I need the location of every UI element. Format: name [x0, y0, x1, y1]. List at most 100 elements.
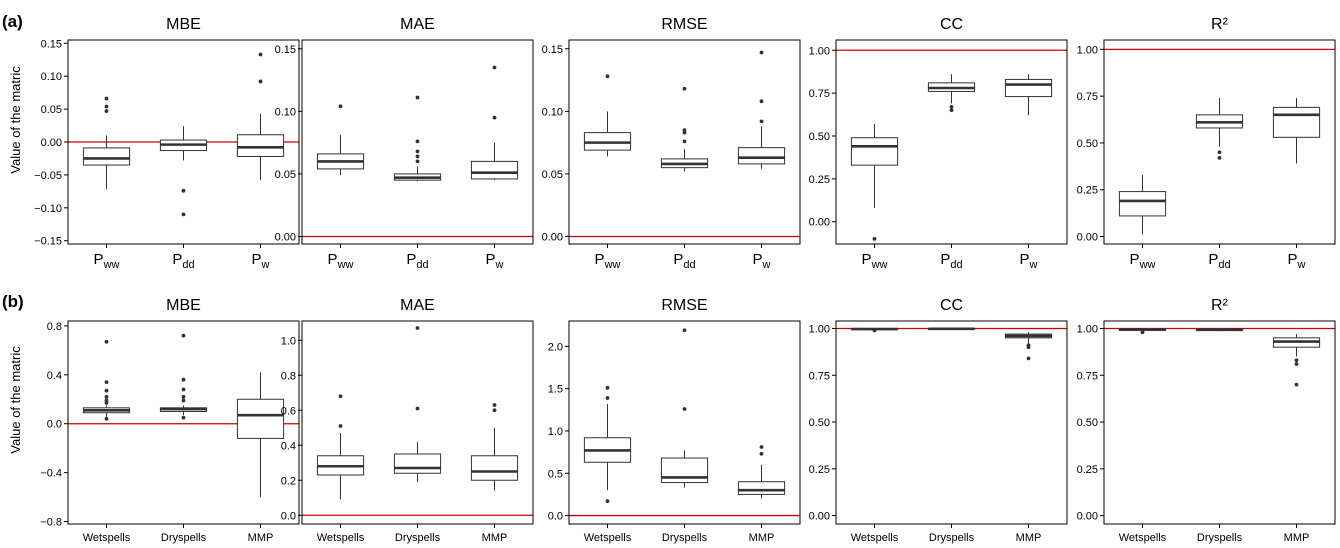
panel-a-5: R² 0.00 0.25 0.50 0.75 1.00 Pww Pdd Pw: [1077, 16, 1336, 271]
x-tick-label: MMP: [248, 532, 274, 544]
outlier-point: [181, 333, 186, 338]
outlier-point: [759, 445, 764, 449]
outlier-point: [415, 406, 420, 411]
y-tick-label: 0.10: [41, 71, 62, 83]
outlier-point: [949, 104, 954, 109]
y-tick-label: 0.8: [281, 370, 296, 382]
y-tick-label: 0.75: [809, 88, 830, 100]
y-tick-label: −0.05: [34, 170, 62, 182]
panel-b-5: R² 0.00 0.25 0.50 0.75 1.00 Wetspells Dryspells…: [1077, 297, 1336, 544]
y-tick-label: 0.00: [41, 137, 62, 149]
panel-title: R²: [1211, 16, 1229, 33]
x-tick-label: Wetspells: [584, 532, 632, 544]
row-label-b: (b): [2, 292, 24, 311]
outlier-point: [1217, 150, 1222, 155]
panel-title: MBE: [166, 297, 201, 314]
y-tick-label: 0.00: [809, 217, 830, 229]
panel-b-2: MAE 0.0 0.2 0.4 0.6 0.8 1.0 Wetspells Dryspells M…: [281, 297, 534, 544]
panel-a-3: RMSE 0.00 0.05 0.10 0.15 Pww Pdd Pw: [542, 16, 801, 271]
y-tick-label: 0.25: [1077, 185, 1098, 197]
outlier-point: [104, 380, 109, 385]
x-tick-label: Wetspells: [317, 532, 365, 544]
y-tick-label: −0.8: [40, 517, 62, 529]
box-1: [1118, 174, 1167, 235]
x-tick-label: Dryspells: [395, 532, 441, 544]
x-tick-label: Pww: [94, 251, 120, 271]
y-tick-label: 0.00: [542, 231, 563, 243]
y-tick-label: 0.50: [809, 417, 830, 429]
x-tick-label: Dryspells: [929, 532, 975, 544]
x-tick-label: Pdd: [172, 251, 194, 271]
box-2: [660, 328, 709, 488]
outlier-point: [1294, 382, 1299, 387]
outlier-point: [258, 52, 263, 57]
box-iqr: [1118, 191, 1167, 217]
x-tick-label: Pww: [1130, 251, 1156, 271]
y-tick-label: 2.0: [548, 341, 563, 353]
y-tick-label: 1.5: [548, 384, 563, 396]
outlier-point: [1217, 156, 1222, 160]
outlier-point: [605, 499, 610, 504]
outlier-point: [104, 96, 109, 101]
y-tick-label: 0.00: [809, 511, 830, 523]
outlier-point: [492, 408, 497, 413]
x-tick-label: Wetspells: [851, 532, 899, 544]
outlier-point: [759, 99, 764, 104]
x-tick-label: MMP: [1284, 532, 1310, 544]
y-tick-label: 0.8: [47, 321, 62, 333]
y-tick-label: 0.0: [281, 510, 296, 522]
y-tick-label: 0.5: [548, 468, 563, 480]
y-tick-label: 0.05: [275, 169, 296, 181]
outlier-point: [682, 128, 687, 133]
y-tick-label: −0.10: [34, 203, 62, 215]
panel-title: MBE: [166, 16, 201, 33]
outlier-point: [338, 424, 343, 428]
x-tick-label: MMP: [1016, 532, 1042, 544]
box-3: [236, 52, 285, 181]
y-tick-label: 0.10: [542, 106, 563, 118]
box-3: [470, 403, 519, 491]
outlier-point: [492, 65, 497, 70]
x-tick-label: Pdd: [406, 251, 428, 271]
y-axis-label-a: Value of the matric: [8, 66, 23, 174]
box-iqr: [236, 134, 285, 157]
panel-frame: [835, 320, 1068, 525]
y-tick-label: 0.25: [809, 464, 830, 476]
y-tick-label: 1.00: [1077, 323, 1098, 335]
box-1: [583, 74, 632, 157]
panel-a-2: MAE 0.00 0.05 0.10 0.15 Pww Pdd Pw: [275, 16, 534, 271]
box-iqr: [737, 147, 786, 165]
box-3: [236, 372, 285, 498]
outlier-point: [605, 74, 610, 79]
outlier-point: [104, 339, 109, 344]
outlier-point: [415, 154, 420, 159]
box-1: [82, 96, 131, 189]
panel-title: MAE: [400, 297, 435, 314]
outlier-point: [949, 108, 954, 113]
box-1: [583, 385, 632, 504]
outlier-point: [872, 328, 877, 333]
box-2: [393, 95, 442, 182]
outlier-point: [415, 95, 420, 100]
y-tick-label: 0.75: [1077, 370, 1098, 382]
box-iqr: [850, 137, 899, 166]
outlier-point: [759, 50, 764, 55]
outlier-point: [181, 377, 186, 382]
box-2: [927, 327, 976, 331]
x-tick-label: Pw: [753, 251, 771, 271]
outlier-point: [104, 394, 109, 399]
outlier-point: [682, 328, 687, 333]
y-tick-label: 1.00: [1077, 44, 1098, 56]
y-tick-label: 0.15: [41, 38, 62, 50]
panel-title: RMSE: [661, 297, 707, 314]
panel-b-3: RMSE 0.0 0.5 1.0 1.5 2.0 Wetspells Dryspells MMP: [548, 297, 801, 544]
y-tick-label: 0.25: [1077, 464, 1098, 476]
y-tick-label: −0.15: [34, 236, 62, 248]
x-tick-label: Pww: [862, 251, 888, 271]
box-1: [316, 104, 365, 176]
x-tick-label: Dryspells: [662, 532, 708, 544]
outlier-point: [104, 388, 109, 393]
outlier-point: [181, 415, 186, 420]
box-1: [316, 394, 365, 500]
